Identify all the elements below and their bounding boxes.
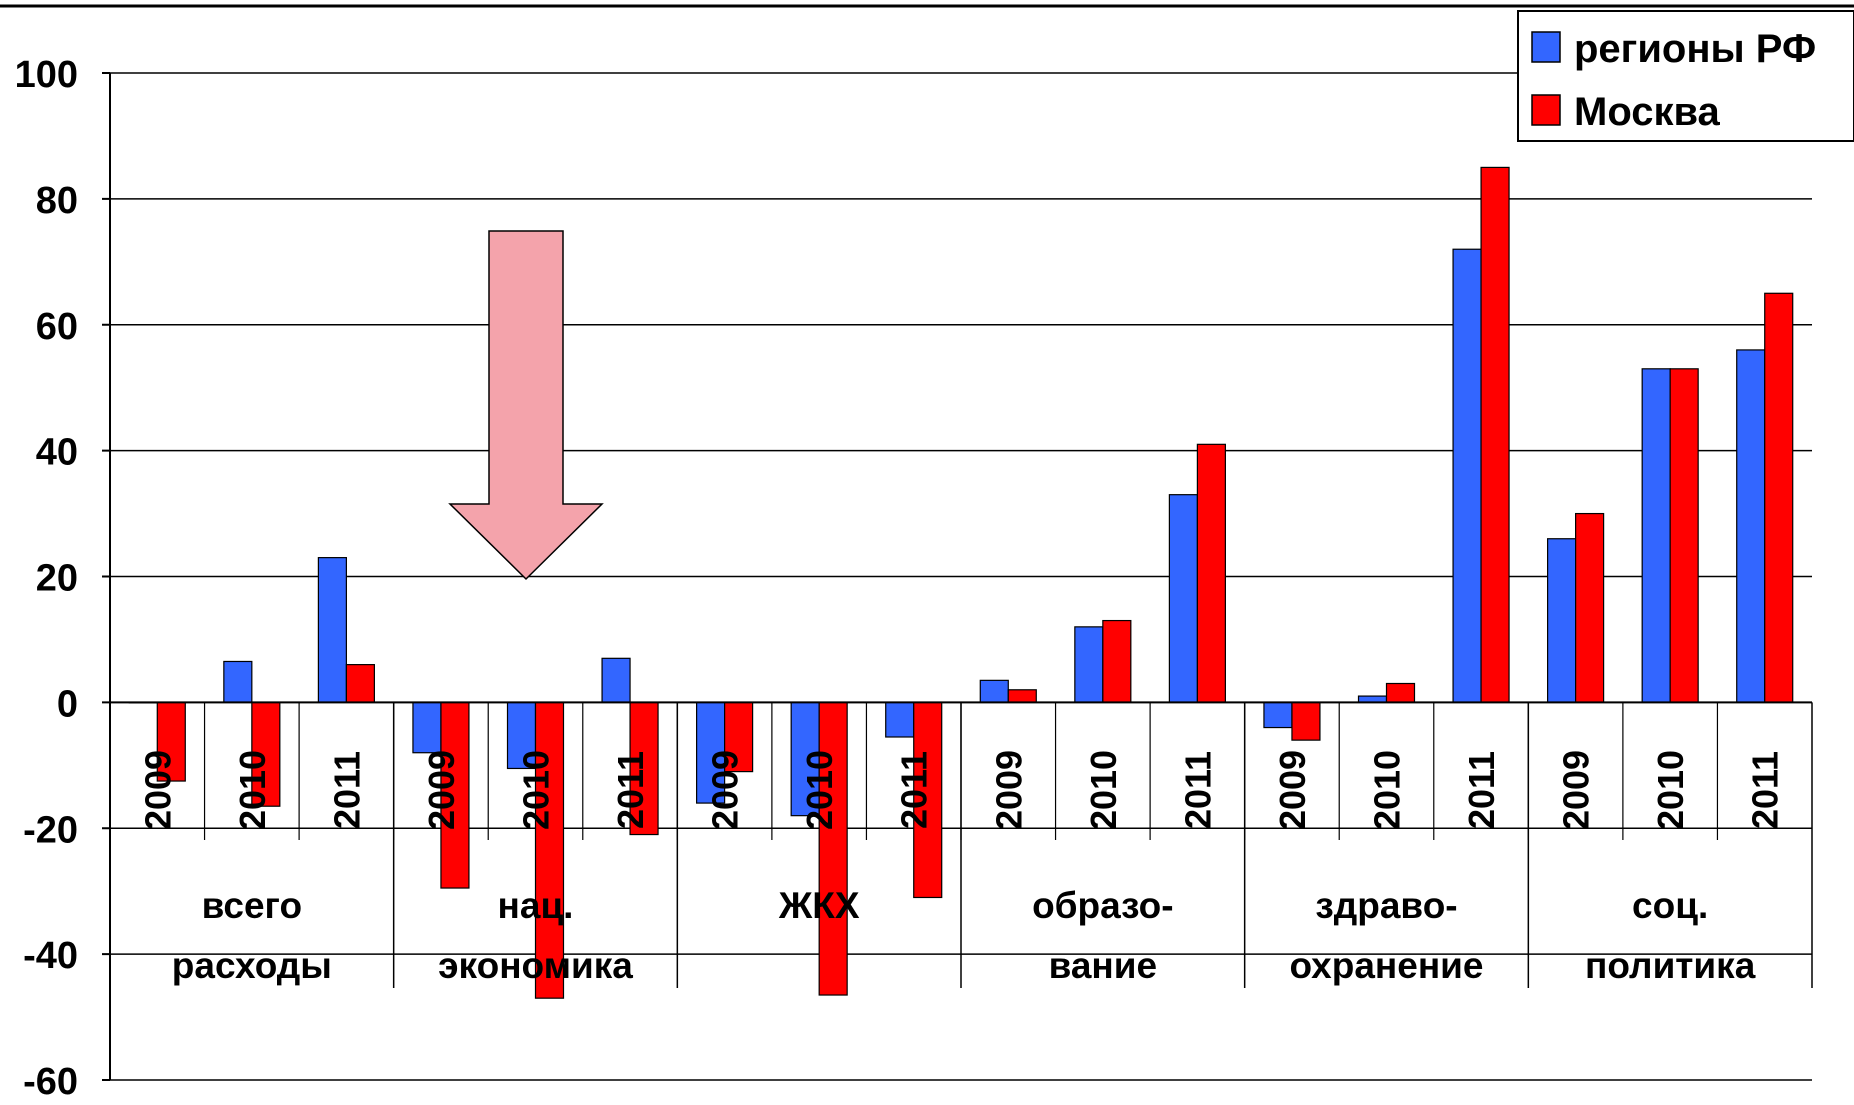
category-label: охранение [1289, 945, 1483, 986]
category-label: расходы [172, 945, 332, 986]
y-axis-ticks: 100 80 60 40 20 0 -20 -40 -60 [15, 54, 78, 1103]
bar-moscow [251, 701, 281, 807]
bar-moscow [1007, 689, 1037, 703]
y-tick-label: 100 [15, 54, 78, 96]
bar-regions [1641, 368, 1671, 703]
bar-moscow [1575, 512, 1605, 703]
bar-moscow [629, 701, 659, 836]
bar-regions [979, 679, 1009, 703]
y-tick-label: 20 [36, 558, 78, 600]
year-tick-label: 2011 [1177, 751, 1218, 829]
category-label: всего [202, 885, 303, 926]
y-tick-label: 0 [57, 683, 78, 725]
bar-moscow [534, 701, 565, 999]
category-label: образо- [1032, 885, 1173, 926]
bar-regions [790, 701, 820, 817]
bar-regions [1263, 701, 1293, 729]
bar-moscow [818, 701, 848, 996]
bar-regions [1074, 626, 1104, 703]
y-tick-label: 60 [36, 306, 78, 348]
year-tick-label: 2010 [799, 750, 840, 830]
bar-moscow [1480, 166, 1510, 703]
year-tick-label: 2011 [326, 751, 367, 829]
bar-regions [1547, 538, 1577, 703]
category-label: экономика [438, 945, 633, 986]
bar-regions [412, 701, 442, 754]
bar-moscow [1291, 701, 1321, 741]
category-label: здраво- [1315, 885, 1457, 926]
bar-regions [1452, 248, 1482, 703]
y-tick-label: 40 [36, 432, 78, 474]
year-tick-label: 2009 [421, 750, 462, 830]
bar-moscow [1196, 443, 1226, 703]
legend: регионы РФ Москва [1517, 10, 1854, 142]
year-tick-label: 2010 [1083, 750, 1124, 830]
annotation-arrow [448, 230, 604, 581]
category-label: ЖКХ [778, 885, 860, 926]
bar-regions [317, 557, 347, 703]
y-tick-label: -40 [23, 935, 78, 977]
y-tick-label: -60 [23, 1061, 78, 1103]
bar-regions [885, 701, 915, 738]
year-tick-label: 2009 [705, 750, 746, 830]
category-label: политика [1585, 945, 1756, 986]
bar-regions [1736, 349, 1766, 703]
legend-swatch [1531, 31, 1561, 63]
bar-moscow [345, 664, 375, 703]
year-tick-label: 2010 [232, 750, 273, 830]
bar-regions [223, 660, 253, 703]
x-axis: 2009 2010 2011 всего расходы 2009 2010 2011 нац.… [109, 701, 1813, 988]
year-tick-label: 2010 [516, 750, 557, 830]
bar-moscow [1385, 682, 1416, 703]
year-tick-label: 2009 [137, 750, 178, 830]
bar-moscow [1102, 619, 1132, 703]
bar-moscow [913, 701, 943, 899]
y-tick-label: -20 [23, 809, 78, 851]
bars [128, 166, 1794, 999]
bar-moscow [1764, 292, 1794, 703]
year-tick-label: 2011 [894, 751, 935, 829]
bar-regions [601, 657, 631, 703]
year-tick-label: 2011 [610, 751, 651, 829]
bar-regions [1168, 494, 1198, 703]
category-label: нац. [498, 885, 574, 926]
year-tick-label: 2011 [1745, 751, 1786, 829]
year-tick-label: 2011 [1461, 751, 1502, 829]
year-tick-label: 2009 [1272, 750, 1313, 830]
category-label: соц. [1632, 885, 1708, 926]
bar-moscow [156, 701, 186, 782]
legend-box [1517, 10, 1854, 142]
year-tick-label: 2010 [1650, 750, 1691, 830]
down-arrow-icon [448, 230, 604, 581]
legend-label: Москва [1574, 90, 1721, 134]
legend-swatch [1531, 94, 1561, 126]
year-tick-label: 2010 [1367, 750, 1408, 830]
year-tick-label: 2009 [988, 750, 1029, 830]
category-label: вание [1049, 945, 1158, 986]
year-tick-label: 2009 [1556, 750, 1597, 830]
legend-label: регионы РФ [1574, 27, 1816, 71]
y-tick-label: 80 [36, 180, 78, 222]
bar-moscow [1669, 368, 1699, 703]
bar-regions [506, 701, 537, 770]
bar-moscow [440, 701, 470, 889]
